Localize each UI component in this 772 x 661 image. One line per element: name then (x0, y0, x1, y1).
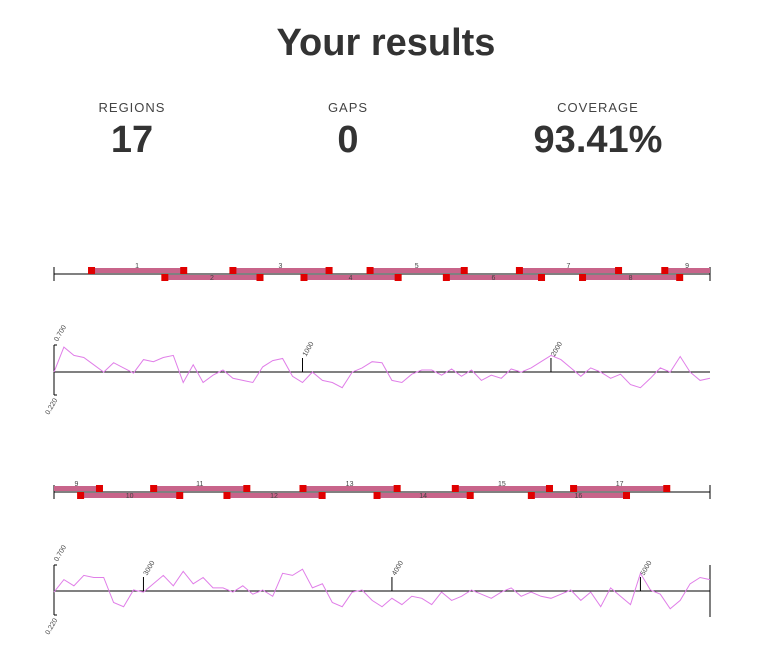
title: Your results (276, 22, 496, 64)
region-start (299, 485, 307, 492)
stat: REGIONS 17 (32, 100, 232, 162)
region-bar (530, 493, 627, 498)
region-end (676, 274, 684, 281)
score-line (53, 346, 711, 389)
y-tick-label: 0.220 (45, 617, 60, 636)
region-bar (91, 268, 184, 273)
y-tick-label: 0.220 (45, 397, 60, 416)
region-bar (54, 486, 99, 491)
region-end (180, 267, 188, 274)
region-start (366, 267, 374, 274)
region-end (460, 267, 468, 274)
region-start (515, 267, 523, 274)
x-tick-label: 4000 (391, 560, 405, 577)
region-label: 17 (616, 481, 624, 488)
region-end (243, 485, 251, 492)
stat-value: 93.41% (533, 119, 663, 161)
region-end (663, 485, 671, 492)
region-label: 11 (196, 481, 203, 488)
region-bar (164, 275, 260, 280)
region-label: 2 (210, 275, 214, 282)
region-label: 10 (126, 493, 134, 500)
region-start (300, 274, 308, 281)
region-bar (445, 275, 542, 280)
region-start (223, 492, 231, 499)
x-tick-label: 1000 (302, 341, 316, 358)
region-bar (303, 275, 398, 280)
region-start (88, 267, 96, 274)
stat: GAPS 0 (248, 100, 448, 162)
region-label: 14 (419, 493, 427, 500)
region-label: 13 (346, 481, 354, 488)
region-bar (573, 486, 667, 491)
region-start (161, 274, 169, 281)
region-bar (376, 493, 470, 498)
region-label: 3 (279, 263, 283, 270)
region-start (442, 274, 450, 281)
region-label: 9 (685, 263, 689, 270)
region-end (623, 492, 631, 499)
region-label: 1 (135, 263, 139, 270)
region-label: 5 (415, 263, 419, 270)
region-start (527, 492, 535, 499)
stat-label: GAPS (327, 100, 369, 115)
stat-label: COVERAGE (557, 100, 639, 115)
region-end (393, 485, 401, 492)
region-label: 4 (349, 275, 353, 282)
region-start (661, 267, 669, 274)
region-start (229, 267, 237, 274)
region-start (373, 492, 381, 499)
region-bar (232, 268, 329, 273)
region-end (466, 492, 474, 499)
region-end (325, 267, 333, 274)
region-end (176, 492, 184, 499)
region-bar (80, 493, 180, 498)
region-label: 7 (567, 263, 571, 270)
region-bar (369, 268, 464, 273)
stat: COVERAGE 93.41% (498, 100, 698, 162)
stat-label: REGIONS (98, 100, 166, 115)
region-bar (226, 493, 322, 498)
region-end (545, 485, 553, 492)
region-label: 6 (491, 275, 495, 282)
region-bar (518, 268, 619, 273)
region-bar (582, 275, 680, 280)
region-label: 9 (75, 481, 79, 488)
region-end (615, 267, 623, 274)
region-label: 15 (498, 481, 506, 488)
region-bar (302, 486, 397, 491)
x-tick-label: 5000 (640, 560, 654, 577)
region-end (394, 274, 402, 281)
region-bar (153, 486, 247, 491)
region-end (95, 485, 103, 492)
y-tick-label: 0.700 (53, 324, 68, 343)
score-line (53, 568, 711, 610)
region-label: 16 (575, 493, 583, 500)
region-start (150, 485, 158, 492)
region-end (538, 274, 546, 281)
region-start (451, 485, 459, 492)
region-label: 8 (629, 275, 633, 282)
stat-value: 0 (337, 119, 359, 161)
region-bar (664, 268, 710, 273)
y-tick-label: 0.700 (53, 544, 68, 563)
x-tick-label: 3000 (143, 560, 157, 577)
region-bar (454, 486, 549, 491)
region-start (579, 274, 587, 281)
region-end (256, 274, 264, 281)
region-label: 12 (270, 493, 278, 500)
x-tick-label: 2000 (550, 341, 564, 358)
region-end (318, 492, 326, 499)
region-start (570, 485, 578, 492)
stat-value: 17 (110, 119, 154, 161)
region-start (77, 492, 85, 499)
